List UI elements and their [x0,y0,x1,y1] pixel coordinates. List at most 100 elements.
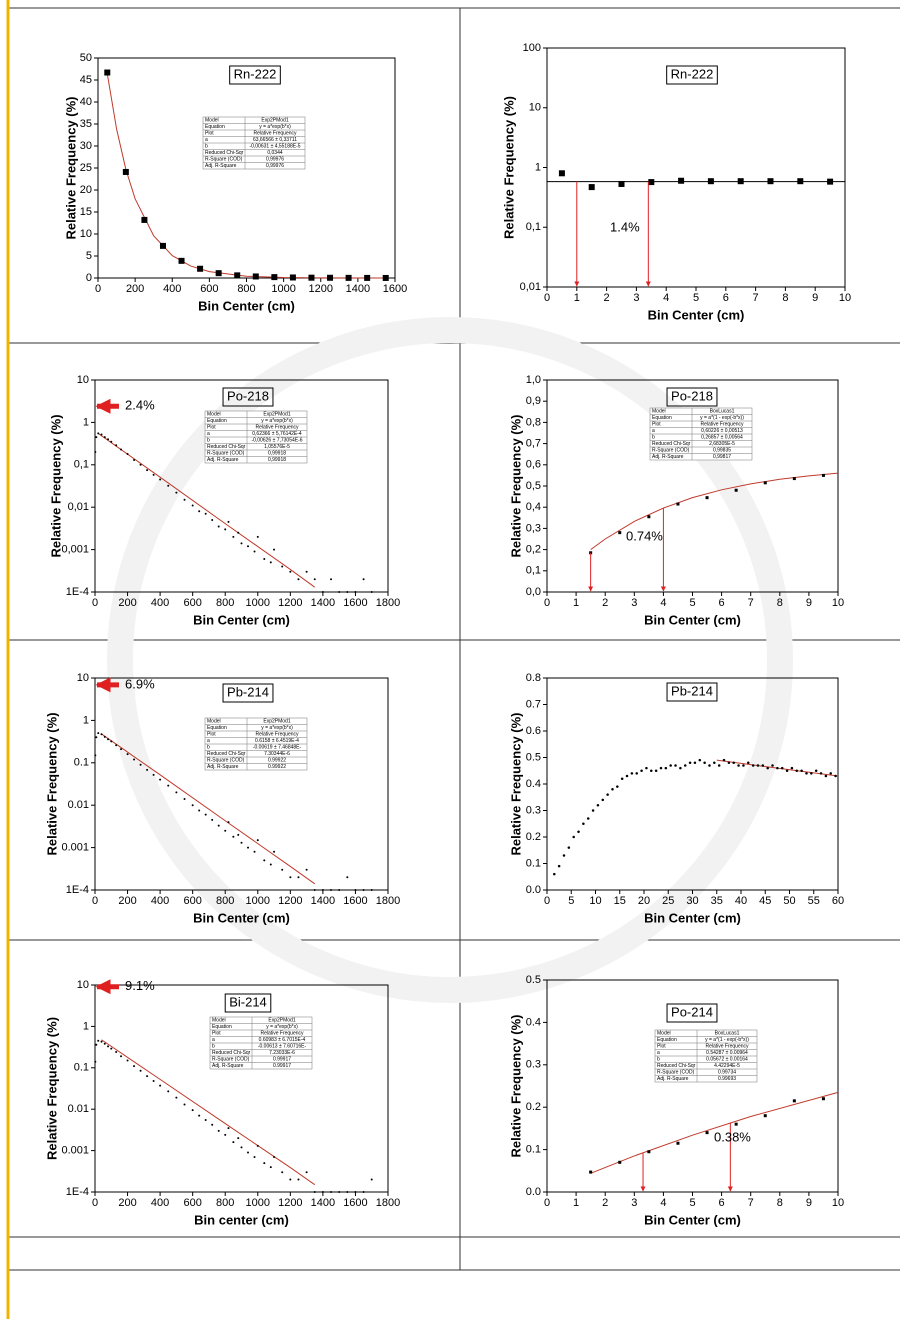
data-point [240,542,243,545]
data-point [737,764,740,767]
x-tick-label: 800 [216,895,234,907]
data-point [346,1191,349,1193]
x-tick-label: 1200 [278,895,302,907]
fit-table-value: -0.00613 ± 7.60716E- [258,1044,307,1050]
fit-table-value: 7.30344E-6 [264,751,290,757]
y-tick-label: 10 [529,102,541,114]
data-point [97,732,100,735]
x-tick-label: 6 [719,597,725,609]
y-tick-label: 0,8 [526,416,541,428]
data-point [167,484,170,487]
fit-table-key: b [652,435,655,441]
data-point [630,772,634,775]
fit-table-key: R-Square (COD) [207,758,245,764]
data-point [297,876,300,879]
fit-table-key: Reduced Chi-Sqr [652,441,691,447]
data-point [616,785,619,788]
data-point [232,835,235,838]
data-point [618,531,622,535]
fit-table-key: Adj. R-Square [652,454,684,460]
data-point [792,1099,796,1103]
x-tick-label: 200 [126,283,144,295]
data-point [159,478,162,481]
x-axis-title: Bin Center (cm) [193,612,290,627]
y-tick-label: 20 [80,184,92,196]
data-point [785,769,789,772]
fit-table-value: 0.60983 ± 6.7015E-4 [259,1037,306,1043]
x-tick-label: 60 [832,895,844,907]
data-point [191,1109,194,1112]
annotation: 1.4% [610,219,640,234]
data-point [834,774,837,778]
fit-table-key: Plot [205,131,214,137]
data-point [362,889,365,891]
data-point [247,846,250,849]
data-point [810,772,813,775]
fit-table-key: a [205,137,208,143]
x-tick-label: 1000 [246,597,270,609]
fit-table-value: Relative Frequency [700,422,744,428]
x-tick-label: 1400 [311,1197,335,1209]
chart-title: Po-214 [671,1004,713,1019]
data-point [224,1133,227,1136]
x-tick-label: 55 [808,895,820,907]
fit-table-key: Plot [657,1044,666,1050]
x-tick-label: 0 [544,292,550,304]
data-point [269,863,272,866]
data-point [273,1156,276,1159]
y-tick-label: 0,5 [526,480,541,492]
data-point [115,744,118,747]
data-point [273,548,276,551]
y-tick-label: 10 [80,228,92,240]
x-tick-label: 1600 [343,895,367,907]
x-tick-label: 1400 [346,283,370,295]
data-point [215,270,222,277]
y-tick-label: 0,1 [526,565,541,577]
x-tick-label: 8 [777,597,783,609]
data-point [557,864,561,868]
fit-table-key: a [212,1037,215,1043]
chart-title: Po-218 [671,388,713,403]
data-point [183,498,186,501]
fit-table-key: Reduced Chi-Sqr [657,1063,696,1069]
y-tick-label: 0,01 [520,281,541,293]
fit-table-value: 0,0344 [267,150,283,156]
y-tick-label: 0.1 [74,1062,89,1074]
fit-table-value: Relative Frequency [255,425,299,431]
y-tick-label: 0.7 [526,698,541,710]
data-point [618,180,625,187]
data-point [763,481,767,485]
x-tick-label: 10 [589,895,601,907]
fit-table-key: Equation [212,1024,232,1030]
data-point [362,578,365,581]
x-tick-label: 1 [573,597,579,609]
data-point [771,764,774,767]
fit-table-value: y = a*exp(b*x) [261,418,293,424]
x-tick-label: 2 [604,292,610,304]
title-box [229,65,281,85]
x-tick-label: 45 [759,895,771,907]
data-point [713,761,716,765]
data-point [676,502,680,506]
x-tick-label: 0 [544,1197,550,1209]
x-tick-label: 1000 [246,895,270,907]
data-point [95,1043,98,1046]
data-point [240,1146,243,1149]
fit-table-key: Model [212,1018,226,1024]
x-tick-label: 400 [163,283,181,295]
y-tick-label: 0,7 [526,438,541,450]
x-tick-label: 1800 [376,597,400,609]
fit-table-value: Relative Frequency [705,1044,749,1050]
data-point [330,1191,333,1193]
data-point [126,1059,129,1062]
x-tick-label: 0 [95,283,101,295]
data-point [152,773,155,776]
y-tick-label: 0.2 [526,831,541,843]
data-point [198,809,201,812]
x-tick-label: 600 [200,283,218,295]
fit-table-value: 0,99918 [268,457,286,463]
data-point [354,1191,357,1193]
y-tick-label: 0.001 [61,1145,89,1157]
x-tick-label: 1200 [278,597,302,609]
data-point [829,772,832,775]
